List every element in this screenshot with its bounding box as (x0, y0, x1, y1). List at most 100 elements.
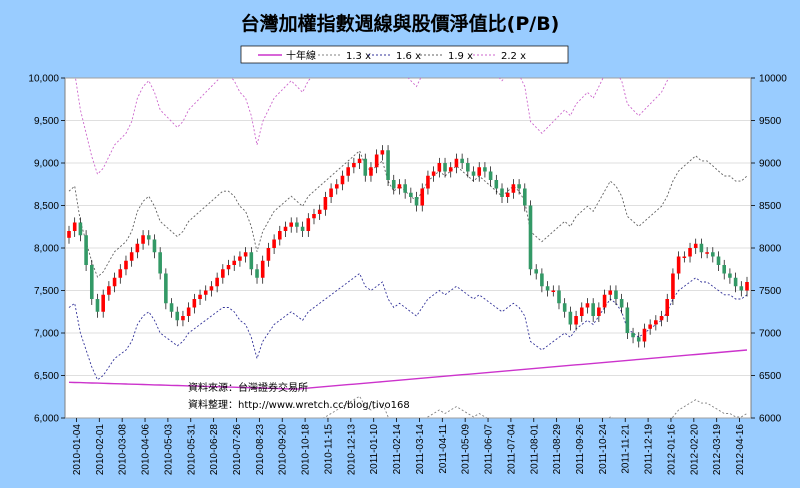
candle-body (437, 163, 442, 172)
candle-body (203, 290, 208, 295)
y-tick-label: 8,000 (34, 244, 59, 255)
candle-body (289, 222, 294, 227)
x-tick-label: 2010-08-23 (255, 424, 266, 476)
candle-body (739, 286, 744, 291)
candle-body (557, 290, 561, 304)
pb-band-line (68, 150, 748, 278)
candle-body (72, 222, 77, 231)
x-tick-label: 2010-11-15 (323, 424, 334, 475)
x-tick-label: 2011-03-14 (415, 424, 426, 475)
x-tick-label: 2011-05-09 (461, 424, 472, 475)
x-tick-label: 2012-04-16 (735, 424, 746, 476)
x-tick-label: 2010-09-20 (278, 424, 289, 476)
candle-body (266, 248, 271, 261)
candle-body (300, 226, 305, 231)
candle-body (283, 226, 288, 231)
candle-body (397, 184, 402, 189)
x-tick-label: 2011-07-04 (506, 424, 517, 475)
candle-body (67, 231, 71, 238)
y-tick-label-right: 9500 (759, 116, 782, 127)
x-tick-label: 2010-05-31 (186, 424, 197, 476)
candle-body (511, 184, 516, 193)
candle-body (448, 167, 453, 172)
y-tick-label-right: 6500 (759, 371, 782, 382)
candle-body (186, 307, 191, 316)
candle-body (409, 192, 413, 197)
x-tick-label: 2011-10-24 (598, 424, 609, 475)
candle-body (483, 167, 487, 172)
candle-body (386, 150, 390, 180)
candle-body (443, 163, 447, 172)
source-note: 資料來源：台灣證券交易所 (188, 381, 308, 394)
y-axis-left: 10,000 9,500 9,000 8,500 8,000 7,500 7,000 6,50… (28, 74, 65, 425)
y-tick-label: 6,000 (34, 414, 59, 425)
ten-year-line (68, 349, 748, 390)
candle-body (84, 235, 88, 265)
candle-body (112, 277, 117, 287)
candle-body (614, 290, 618, 299)
x-tick-label: 2011-06-07 (484, 424, 495, 475)
candlesticks (67, 145, 749, 348)
candle-body (665, 299, 670, 316)
candle-body (619, 299, 624, 308)
candle-body (101, 294, 105, 312)
candle-body (95, 299, 100, 312)
candle-body (323, 197, 328, 210)
candle-body (676, 256, 681, 274)
candle-body (431, 171, 436, 176)
candle-body (249, 252, 254, 270)
x-tick-label: 2010-01-04 (72, 424, 83, 476)
candle-body (608, 290, 613, 295)
candle-body (243, 252, 248, 257)
candle-body (460, 158, 464, 163)
candle-body (699, 243, 704, 253)
gridlines (65, 77, 751, 419)
candle-body (198, 294, 202, 299)
candle-body (534, 269, 538, 274)
candle-body (260, 260, 265, 278)
candle-body (654, 320, 658, 325)
candle-body (551, 290, 556, 292)
candle-body (164, 273, 168, 304)
candle-body (403, 184, 407, 193)
x-tick-label: 2010-06-28 (209, 424, 220, 476)
y-tick-label: 6,500 (34, 371, 59, 382)
candle-body (226, 265, 231, 270)
candle-body (169, 303, 174, 312)
candle-body (215, 277, 219, 287)
candle-body (380, 150, 385, 155)
x-tick-label: 2011-09-26 (575, 424, 586, 475)
candle-body (574, 316, 578, 325)
candle-body (352, 163, 356, 168)
candle-body (716, 256, 721, 265)
y-tick-label-right: 6000 (759, 414, 782, 425)
y-tick-label: 9,000 (34, 159, 59, 170)
x-tick-label: 2011-11-21 (621, 424, 632, 474)
candle-body (631, 333, 635, 338)
candle-body (78, 222, 83, 236)
candle-body (545, 286, 550, 291)
candle-body (745, 282, 749, 291)
candle-body (158, 252, 162, 274)
pb-band-line (75, 78, 670, 176)
x-tick-label: 2011-04-11 (438, 424, 449, 474)
y-tick-label-right: 7000 (759, 329, 782, 340)
x-tick-label: 2011-02-14 (392, 424, 403, 475)
candle-body (711, 252, 715, 257)
legend-label: 1.3 x (346, 51, 371, 62)
candle-body (426, 175, 430, 189)
candle-body (505, 192, 510, 197)
x-tick-label: 2012-03-19 (712, 424, 723, 476)
candle-body (659, 316, 664, 321)
candle-body (329, 188, 333, 197)
candle-body (733, 277, 738, 287)
y-tick-label-right: 8500 (759, 201, 782, 212)
candle-body (642, 328, 647, 342)
candle-body (129, 252, 134, 261)
y-tick-label: 10,000 (28, 74, 59, 85)
candle-body (597, 307, 601, 316)
y-tick-label-right: 8000 (759, 244, 782, 255)
y-tick-label-right: 7500 (759, 286, 782, 297)
x-tick-label: 2010-04-06 (141, 424, 152, 476)
